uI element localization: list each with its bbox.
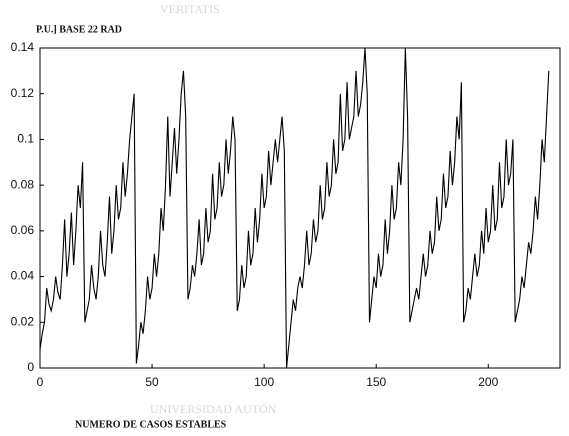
x-axis-label: NUMERO DE CASOS ESTABLES	[75, 419, 227, 430]
x-tick-label: 150	[366, 375, 386, 389]
y-tick-label: 0.06	[11, 223, 35, 237]
y-tick-label: 0.04	[11, 269, 35, 283]
y-tick-label: 0.14	[11, 40, 35, 54]
y-tick-label: 0.02	[11, 314, 35, 328]
watermark: UNIVERSIDAD AUTÓN	[150, 402, 277, 416]
x-tick-label: 0	[37, 375, 44, 389]
plot-frame	[39, 47, 561, 369]
chart-title: P.U.] BASE 22 RAD	[36, 24, 122, 35]
y-tick-label: 0.1	[17, 132, 34, 146]
y-tick-label: 0.12	[11, 86, 35, 100]
watermark: VERITATIS	[160, 2, 220, 16]
x-tick-label: 50	[145, 375, 159, 389]
x-tick-label: 200	[478, 375, 498, 389]
y-tick-label: 0.08	[11, 177, 35, 191]
x-tick-label: 100	[254, 375, 274, 389]
y-tick-label: 0	[27, 360, 34, 374]
series-line	[39, 47, 550, 369]
